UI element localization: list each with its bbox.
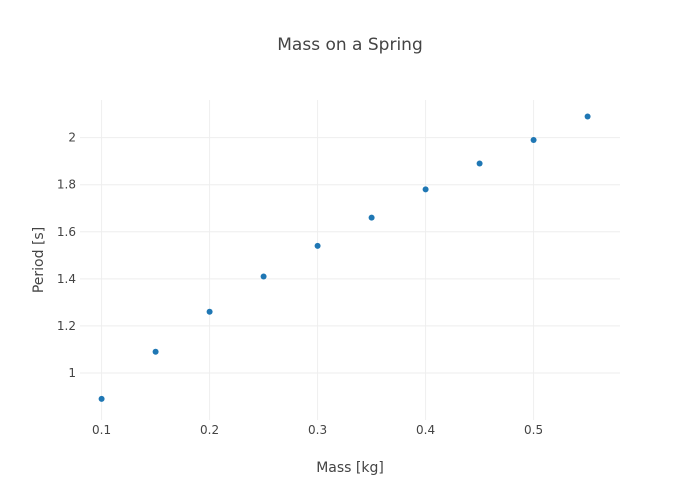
chart-title: Mass on a Spring xyxy=(277,35,422,55)
data-point xyxy=(152,348,159,355)
x-tick-label: 0.4 xyxy=(416,423,435,437)
data-point xyxy=(260,273,267,280)
y-tick-label: 2 xyxy=(68,131,76,145)
y-tick-label: 1.8 xyxy=(57,178,76,192)
data-points xyxy=(98,113,591,402)
x-tick-label: 0.2 xyxy=(200,423,219,437)
y-tick-label: 1.2 xyxy=(57,319,76,333)
grid-lines xyxy=(80,100,620,420)
data-point xyxy=(206,308,213,315)
y-tick-label: 1.6 xyxy=(57,225,76,239)
x-axis-ticks: 0.1 0.2 0.3 0.4 0.5 xyxy=(92,423,543,437)
y-tick-label: 1.4 xyxy=(57,272,76,286)
y-tick-label: 1 xyxy=(68,366,76,380)
data-point xyxy=(584,113,591,120)
y-axis-ticks: 1 1.2 1.4 1.6 1.8 2 xyxy=(57,131,76,380)
data-point xyxy=(314,242,321,249)
x-axis-label: Mass [kg] xyxy=(316,460,384,476)
data-point xyxy=(476,160,483,167)
x-tick-label: 0.1 xyxy=(92,423,111,437)
data-point xyxy=(368,214,375,221)
x-tick-label: 0.3 xyxy=(308,423,327,437)
data-point xyxy=(98,395,105,402)
x-tick-label: 0.5 xyxy=(524,423,543,437)
data-point xyxy=(530,137,537,143)
data-point xyxy=(422,186,429,193)
y-axis-label: Period [s] xyxy=(31,227,47,293)
